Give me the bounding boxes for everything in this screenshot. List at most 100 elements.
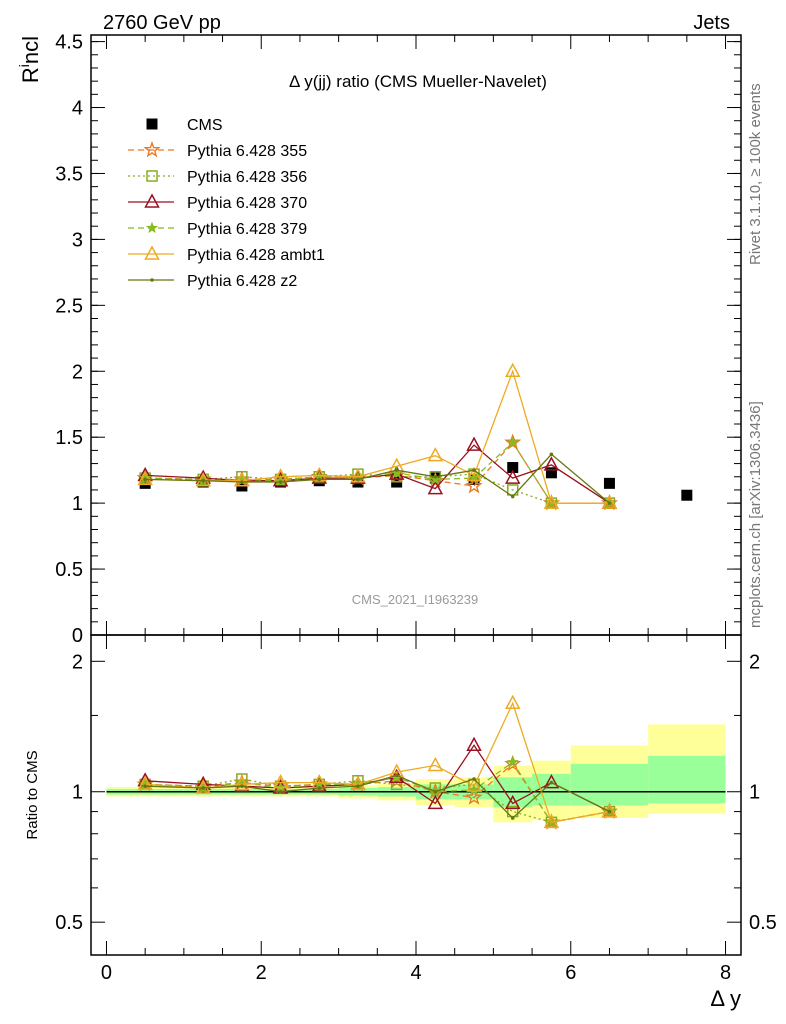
main-ytick-label: 1	[72, 493, 83, 515]
main-ylabel: Rincl	[16, 36, 43, 83]
legend-marker	[144, 193, 160, 208]
data-point	[137, 470, 153, 486]
series-line	[145, 444, 610, 504]
legend-label: Pythia 6.428 370	[187, 195, 307, 212]
ratio-data-point	[427, 794, 444, 810]
legend-entry: Pythia 6.428 ambt1	[128, 245, 325, 264]
ratio-data-point	[543, 813, 560, 829]
data-point	[603, 477, 615, 489]
data-point	[240, 480, 244, 484]
uncertainty-band-inner	[648, 755, 726, 804]
data-point	[394, 468, 399, 472]
data-point	[466, 466, 482, 482]
ratio-panel: 0.5 0.5 1 1 2 2 0 2 4 6 8Δ y Ratio to CMS	[24, 634, 777, 1011]
ratio-data-point	[504, 754, 522, 772]
data-point	[506, 436, 519, 448]
data-point	[504, 433, 522, 450]
legend-marker	[144, 245, 160, 260]
legend-entry: Pythia 6.428 356	[128, 169, 307, 186]
main-ytick-label: 2.5	[55, 295, 83, 317]
legend-marker	[146, 118, 158, 130]
ratio-data-point	[543, 773, 560, 789]
data-point	[317, 477, 322, 482]
series-line	[145, 441, 610, 504]
ratio-series-pythia-6-428-ambt1	[137, 694, 618, 829]
data-point	[278, 480, 283, 484]
main-ytick-label: 4	[72, 98, 83, 120]
ratio-data-point	[504, 694, 521, 710]
data-point	[545, 467, 557, 479]
series-pythia-6-428-379	[139, 436, 616, 509]
xtick-label: 4	[410, 962, 421, 984]
legend-marker	[146, 170, 158, 182]
legend-entry: Pythia 6.428 355	[128, 140, 307, 160]
header-right: Jets	[693, 12, 730, 34]
legend-entry: CMS	[146, 117, 223, 134]
data-point	[510, 494, 515, 499]
ratio-data-point	[394, 773, 399, 778]
ratio-data-point	[549, 780, 554, 785]
legend-entry: Pythia 6.428 370	[128, 193, 307, 212]
data-point	[504, 362, 521, 378]
ratio-data-point	[466, 736, 482, 752]
data-point	[356, 477, 360, 482]
ratio-data-point	[472, 777, 476, 781]
xtick-label: 8	[720, 962, 731, 984]
ratio-data-point	[466, 777, 482, 792]
ratio-data-point	[356, 784, 360, 788]
data-point	[234, 472, 250, 487]
data-point	[601, 494, 618, 509]
xtick-label: 0	[101, 962, 112, 984]
series-line	[145, 473, 610, 504]
ratio-data-point	[272, 773, 289, 789]
ratio-data-point	[607, 809, 612, 814]
legend-label: Pythia 6.428 355	[187, 143, 307, 160]
legend-marker	[150, 278, 154, 282]
ratio-data-point	[467, 783, 481, 796]
ratio-ytick-label: 0.5	[55, 912, 83, 934]
ratio-data-point	[433, 789, 438, 794]
series-line	[145, 369, 610, 504]
data-point	[429, 472, 442, 485]
data-point	[607, 501, 612, 505]
data-point	[201, 478, 206, 483]
analysis-watermark: CMS_2021_I1963239	[352, 592, 479, 607]
main-ytick-label: 0	[72, 625, 83, 647]
ratio-ytick-label: 2	[72, 651, 83, 673]
xtick-label: 6	[565, 962, 576, 984]
legend-label: CMS	[187, 117, 223, 134]
ratio-data-point	[240, 784, 244, 788]
header-left: 2760 GeV pp	[103, 12, 221, 34]
data-point	[195, 472, 211, 487]
series-line	[145, 441, 610, 504]
ratio-series-line	[145, 774, 610, 819]
data-point	[549, 452, 554, 457]
data-point	[433, 474, 438, 479]
ratio-series-pythia-6-428-z2	[143, 773, 612, 820]
main-ytick-label: 4.5	[55, 32, 83, 54]
main-ytick-label: 0.5	[55, 559, 83, 581]
data-point	[681, 489, 693, 501]
xtick-label: 2	[256, 962, 267, 984]
ratio-data-point	[506, 755, 519, 768]
data-point	[466, 436, 482, 451]
x-axis-label: Δ y	[710, 986, 741, 1011]
uncertainty-band-inner	[570, 763, 649, 806]
main-title: Δ y(jj) ratio (CMS Mueller-Navelet)	[289, 72, 547, 91]
ratio-data-point	[143, 784, 147, 788]
legend-marker	[145, 221, 159, 234]
data-point	[472, 468, 476, 472]
series-pythia-6-428-370	[137, 436, 618, 509]
legend-label: Pythia 6.428 z2	[187, 273, 297, 290]
ratio-data-point	[137, 775, 153, 791]
ratio-series-line	[145, 701, 610, 824]
data-point	[350, 468, 366, 483]
ratio-ylabel: Ratio to CMS	[24, 750, 41, 839]
ratio-data-point	[317, 786, 322, 790]
legend-label: Pythia 6.428 356	[187, 169, 307, 186]
main-panel: 0 0.5 1 1.5 2 2.5 3 3.5 4 4.5 Rincl Δ y(jj) ratio (…	[16, 32, 742, 647]
ratio-ytick-label: 1	[72, 782, 83, 804]
mcplots-url-label: mcplots.cern.ch [arXiv:1306.3436]	[747, 401, 764, 628]
ratio-ytick-label-right: 0.5	[749, 912, 777, 934]
ratio-data-point	[195, 779, 211, 794]
